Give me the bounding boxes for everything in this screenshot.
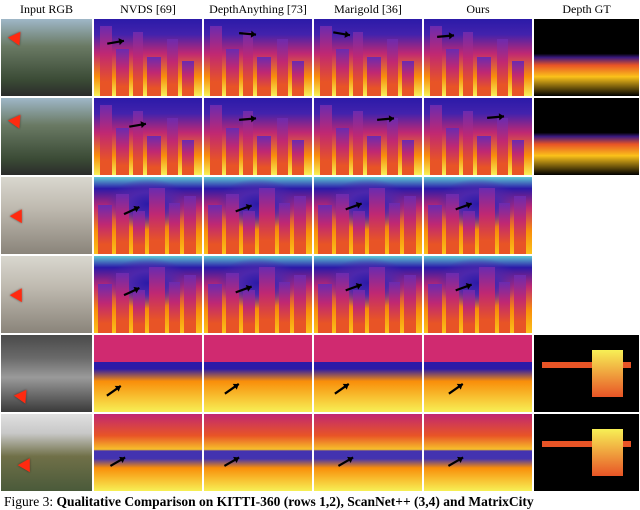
grid-row: [0, 255, 640, 334]
pointer-arrow-icon: [234, 197, 256, 219]
cell-mari: [313, 255, 423, 334]
pointer-arrow-icon: [376, 108, 398, 130]
grid-row: [0, 176, 640, 255]
cell-rgb: [0, 413, 93, 492]
cell-da: [203, 334, 313, 413]
cell-nvds: [93, 18, 203, 97]
grid-row: [0, 334, 640, 413]
cell-ours: [423, 255, 533, 334]
pointer-arrow-icon: [344, 276, 366, 298]
pointer-arrow-icon: [108, 450, 130, 472]
cell-mari: [313, 413, 423, 492]
pointer-arrow-icon: [104, 379, 126, 401]
pointer-arrow-icon: [446, 450, 468, 472]
pointer-arrow-icon: [106, 31, 128, 53]
header-mari: Marigold [36]: [313, 0, 423, 18]
cell-mari: [313, 97, 423, 176]
pointer-arrow-icon: [122, 199, 144, 221]
cell-rgb: [0, 97, 93, 176]
pointer-arrow-icon: [122, 280, 144, 302]
cell-mari: [313, 176, 423, 255]
pointer-arrow-icon: [336, 450, 358, 472]
pointer-arrow-icon: [446, 377, 468, 399]
cell-nvds: [93, 97, 203, 176]
header-nvds: NVDS [69]: [93, 0, 203, 18]
cell-ours: [423, 97, 533, 176]
comparison-grid: [0, 18, 640, 492]
cell-rgb: [0, 334, 93, 413]
column-headers: Input RGBNVDS [69]DepthAnything [73]Mari…: [0, 0, 640, 18]
cell-gt: [533, 97, 640, 176]
grid-row: [0, 97, 640, 176]
pointer-arrow-icon: [454, 195, 476, 217]
pointer-arrow-icon: [332, 377, 354, 399]
pointer-arrow-icon: [238, 23, 260, 45]
cell-nvds: [93, 255, 203, 334]
cell-nvds: [93, 176, 203, 255]
cell-gt: [533, 334, 640, 413]
cell-da: [203, 176, 313, 255]
header-da: DepthAnything [73]: [203, 0, 313, 18]
cell-gt: [533, 255, 640, 334]
caption-bold: Qualitative Comparison on KITTI-360 (row…: [57, 494, 534, 509]
pointer-arrow-icon: [238, 108, 260, 130]
header-rgb: Input RGB: [0, 0, 93, 18]
cell-ours: [423, 413, 533, 492]
pointer-arrow-icon: [234, 278, 256, 300]
cell-da: [203, 255, 313, 334]
cell-mari: [313, 18, 423, 97]
pointer-arrow-icon: [128, 114, 150, 136]
pointer-arrow-icon: [454, 276, 476, 298]
cell-gt: [533, 413, 640, 492]
header-ours: Ours: [423, 0, 533, 18]
grid-row: [0, 413, 640, 492]
pointer-arrow-icon: [486, 106, 508, 128]
pointer-arrow-icon: [222, 450, 244, 472]
figure: Input RGBNVDS [69]DepthAnything [73]Mari…: [0, 0, 640, 510]
cell-mari: [313, 334, 423, 413]
header-gt: Depth GT: [533, 0, 640, 18]
pointer-arrow-icon: [344, 195, 366, 217]
cell-gt: [533, 18, 640, 97]
cell-ours: [423, 176, 533, 255]
pointer-arrow-icon: [222, 377, 244, 399]
grid-row: [0, 18, 640, 97]
cell-nvds: [93, 334, 203, 413]
pointer-arrow-icon: [436, 25, 458, 47]
cell-ours: [423, 334, 533, 413]
cell-gt: [533, 176, 640, 255]
figure-caption: Figure 3: Qualitative Comparison on KITT…: [0, 492, 640, 510]
cell-da: [203, 413, 313, 492]
caption-prefix: Figure 3:: [4, 494, 57, 509]
pointer-arrow-icon: [332, 23, 354, 45]
